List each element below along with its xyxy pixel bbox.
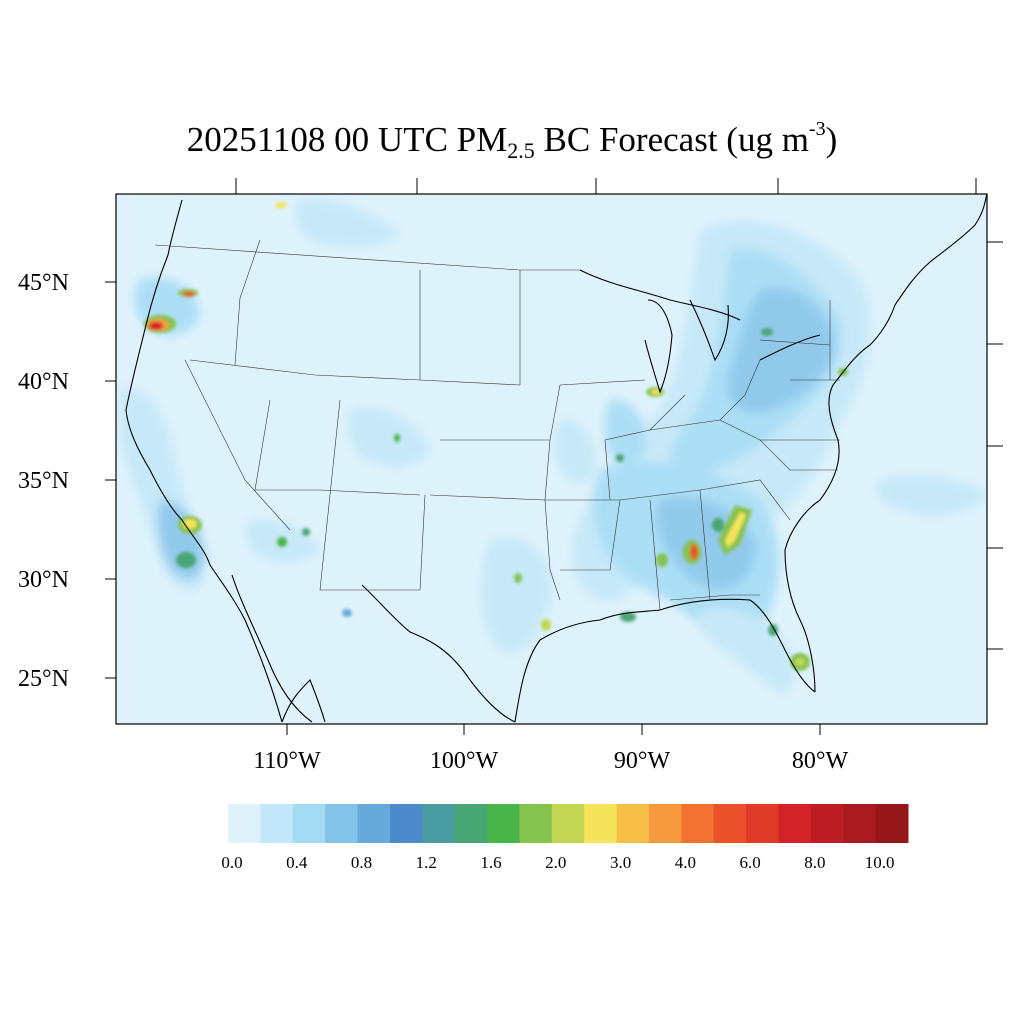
colorbar-tick-label: 1.2 (416, 853, 437, 872)
lat-label-35n: 35°N (18, 468, 69, 494)
colorbar-tick-label: 6.0 (739, 853, 760, 872)
colorbar-swatch (681, 804, 715, 843)
map-background (116, 194, 987, 724)
colorbar-swatch (519, 804, 553, 843)
colorbar-tick-label: 4.0 (675, 853, 696, 872)
colorbar-labels: 0.0 0.4 0.8 1.2 1.6 2.0 3.0 4.0 6.0 8.0 10.0 (221, 853, 894, 872)
map-frame (115, 193, 988, 725)
colorbar-swatch (357, 804, 391, 843)
hotspot-oregon (144, 289, 198, 333)
colorbar-swatch (228, 804, 261, 843)
colorbar-tick-label: 1.6 (480, 853, 501, 872)
state-borders (154, 239, 840, 611)
lon-label-110w: 110°W (253, 748, 321, 774)
colorbar-swatch (875, 804, 909, 843)
colorbar-tick-label: 8.0 (804, 853, 825, 872)
colorbar-swatch (648, 804, 682, 843)
latitude-labels: 45°N 40°N 35°N 30°N 25°N (18, 270, 69, 692)
colorbar-swatch (260, 804, 294, 843)
concentration-field (120, 199, 987, 693)
colorbar-swatch (713, 804, 747, 843)
colorbar-swatch (810, 804, 844, 843)
lat-label-25n: 25°N (18, 666, 69, 692)
colorbar-swatch (778, 804, 812, 843)
hotspot-georgia (718, 505, 752, 555)
lat-label-45n: 45°N (18, 270, 69, 296)
tick-marks (105, 178, 1003, 735)
lat-label-40n: 40°N (18, 369, 69, 395)
colorbar-swatch (487, 804, 520, 843)
lon-label-100w: 100°W (430, 748, 499, 774)
colorbar-tick-label: 0.0 (221, 853, 242, 872)
colorbar-swatch (292, 804, 326, 843)
longitude-labels: 110°W 100°W 90°W 80°W (253, 748, 848, 774)
lat-label-30n: 30°N (18, 567, 69, 593)
lon-label-90w: 90°W (614, 748, 671, 774)
colorbar-swatch (389, 804, 423, 843)
colorbar-tick-label: 0.8 (351, 853, 372, 872)
colorbar-swatch (584, 804, 618, 843)
colorbar-tick-label: 0.4 (286, 853, 308, 872)
colorbar-swatch (422, 804, 456, 843)
colorbar-swatch (616, 804, 650, 843)
colorbar-swatch (325, 804, 359, 843)
colorbar-swatch (551, 804, 585, 843)
map-title: 20251108 00 UTC PM2.5 BC Forecast (ug m-… (186, 118, 838, 163)
hotspot-alabama (656, 518, 724, 567)
map-panel (116, 194, 987, 724)
colorbar-swatch (746, 804, 779, 843)
colorbar-tick-label: 2.0 (545, 853, 566, 872)
colorbar-swatch (454, 804, 488, 843)
colorbar (228, 804, 909, 843)
coastline (125, 194, 987, 723)
colorbar-tick-label: 10.0 (865, 853, 895, 872)
colorbar-swatch (843, 804, 877, 843)
lon-label-80w: 80°W (792, 748, 849, 774)
colorbar-tick-label: 3.0 (610, 853, 631, 872)
